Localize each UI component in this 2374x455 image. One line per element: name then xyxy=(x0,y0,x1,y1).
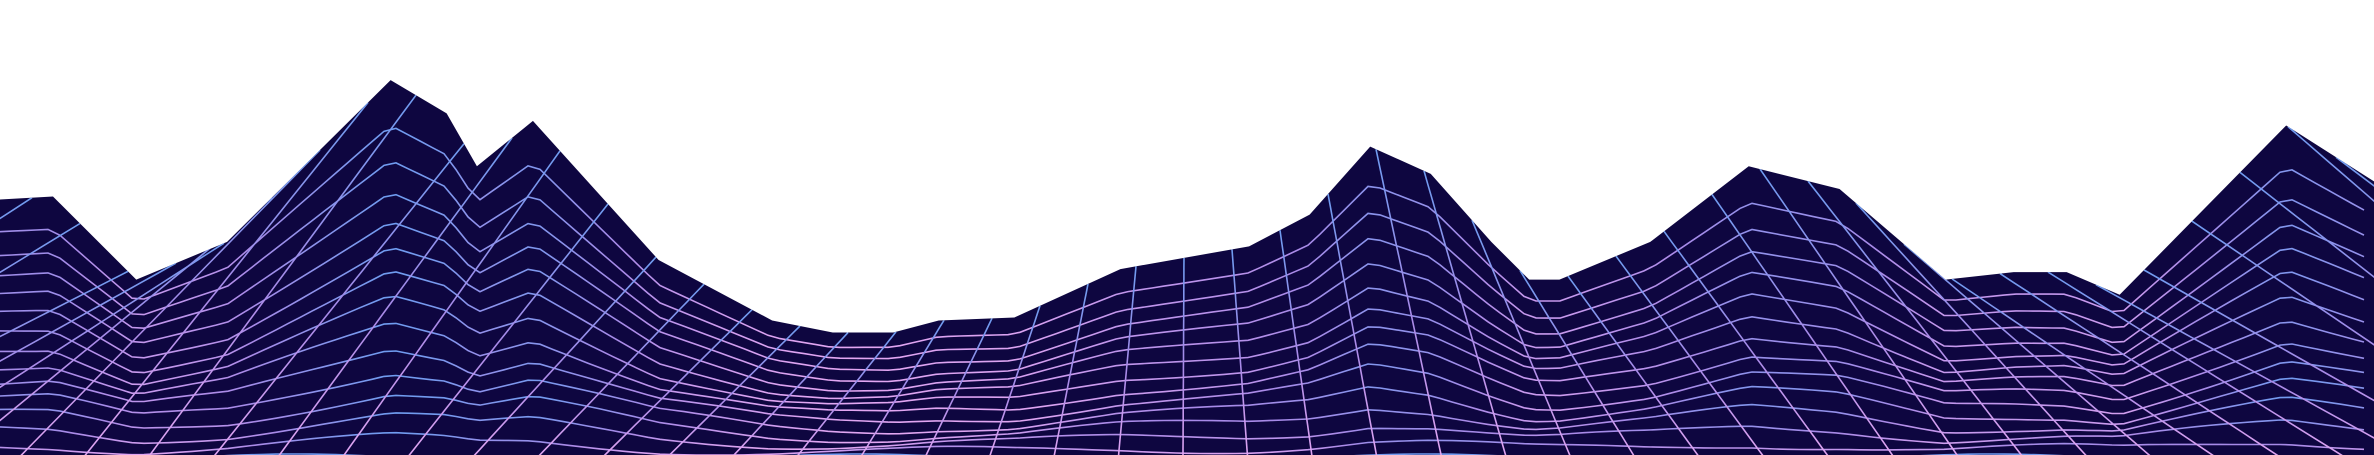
grid-column xyxy=(16,149,321,455)
grid-row xyxy=(0,271,2365,400)
grid-column xyxy=(599,309,753,455)
grid-column xyxy=(1375,149,1443,455)
grid-column xyxy=(0,222,81,455)
grid-column xyxy=(728,332,849,455)
grid-column xyxy=(1711,194,1897,455)
grid-column xyxy=(1567,275,1702,455)
grid-column xyxy=(2239,171,2374,455)
grid-row xyxy=(0,193,2365,372)
grid-column xyxy=(1615,255,1767,455)
grid-row xyxy=(0,453,2365,455)
grid-row xyxy=(0,127,2365,349)
grid-column xyxy=(275,137,513,455)
grid-column xyxy=(1855,202,2091,455)
grid-column xyxy=(469,256,657,455)
grid-column xyxy=(1471,219,1573,455)
grid-column xyxy=(1231,249,1249,455)
grid-column xyxy=(793,331,897,455)
grid-column xyxy=(2143,269,2374,455)
grid-column xyxy=(1423,170,1508,455)
grid-column xyxy=(1519,270,1638,455)
grid-column xyxy=(534,283,705,455)
grid-row xyxy=(0,247,2365,392)
grid-column xyxy=(1279,230,1314,455)
grid-column xyxy=(1903,243,2156,455)
grid-row xyxy=(0,222,2365,383)
grid-column xyxy=(80,102,369,455)
grid-column xyxy=(923,317,993,455)
grid-column xyxy=(0,270,129,455)
grid-column xyxy=(404,203,609,455)
grid-column xyxy=(1759,168,1962,455)
grid-row xyxy=(0,295,2365,405)
mountain-silhouette xyxy=(0,80,2374,455)
grid-column xyxy=(1951,278,2221,455)
grid-column xyxy=(1663,230,1832,455)
grid-column xyxy=(2191,220,2374,455)
grid-column xyxy=(1182,257,1185,455)
grid-column xyxy=(2047,271,2350,455)
grid-row xyxy=(0,431,2365,455)
grid-column xyxy=(663,325,801,455)
grid-column xyxy=(2287,125,2374,455)
grid-column xyxy=(2095,283,2374,455)
grid-column xyxy=(1117,266,1137,455)
grid-column xyxy=(0,262,177,455)
grid-column xyxy=(1052,283,1089,455)
grid-column xyxy=(987,305,1041,455)
grid-column xyxy=(339,150,561,455)
grid-column xyxy=(1327,193,1379,455)
wireframe-grid xyxy=(0,94,2374,455)
grid-column xyxy=(1999,272,2286,455)
grid-column xyxy=(858,319,945,455)
grid-column xyxy=(1807,180,2026,455)
grid-column xyxy=(210,143,465,455)
grid-row xyxy=(0,412,2365,450)
grid-row xyxy=(0,350,2365,424)
grid-row xyxy=(0,394,2365,444)
grid-column xyxy=(145,94,417,455)
grid-row xyxy=(0,162,2365,360)
grid-column xyxy=(0,242,225,455)
grid-row xyxy=(0,374,2365,435)
